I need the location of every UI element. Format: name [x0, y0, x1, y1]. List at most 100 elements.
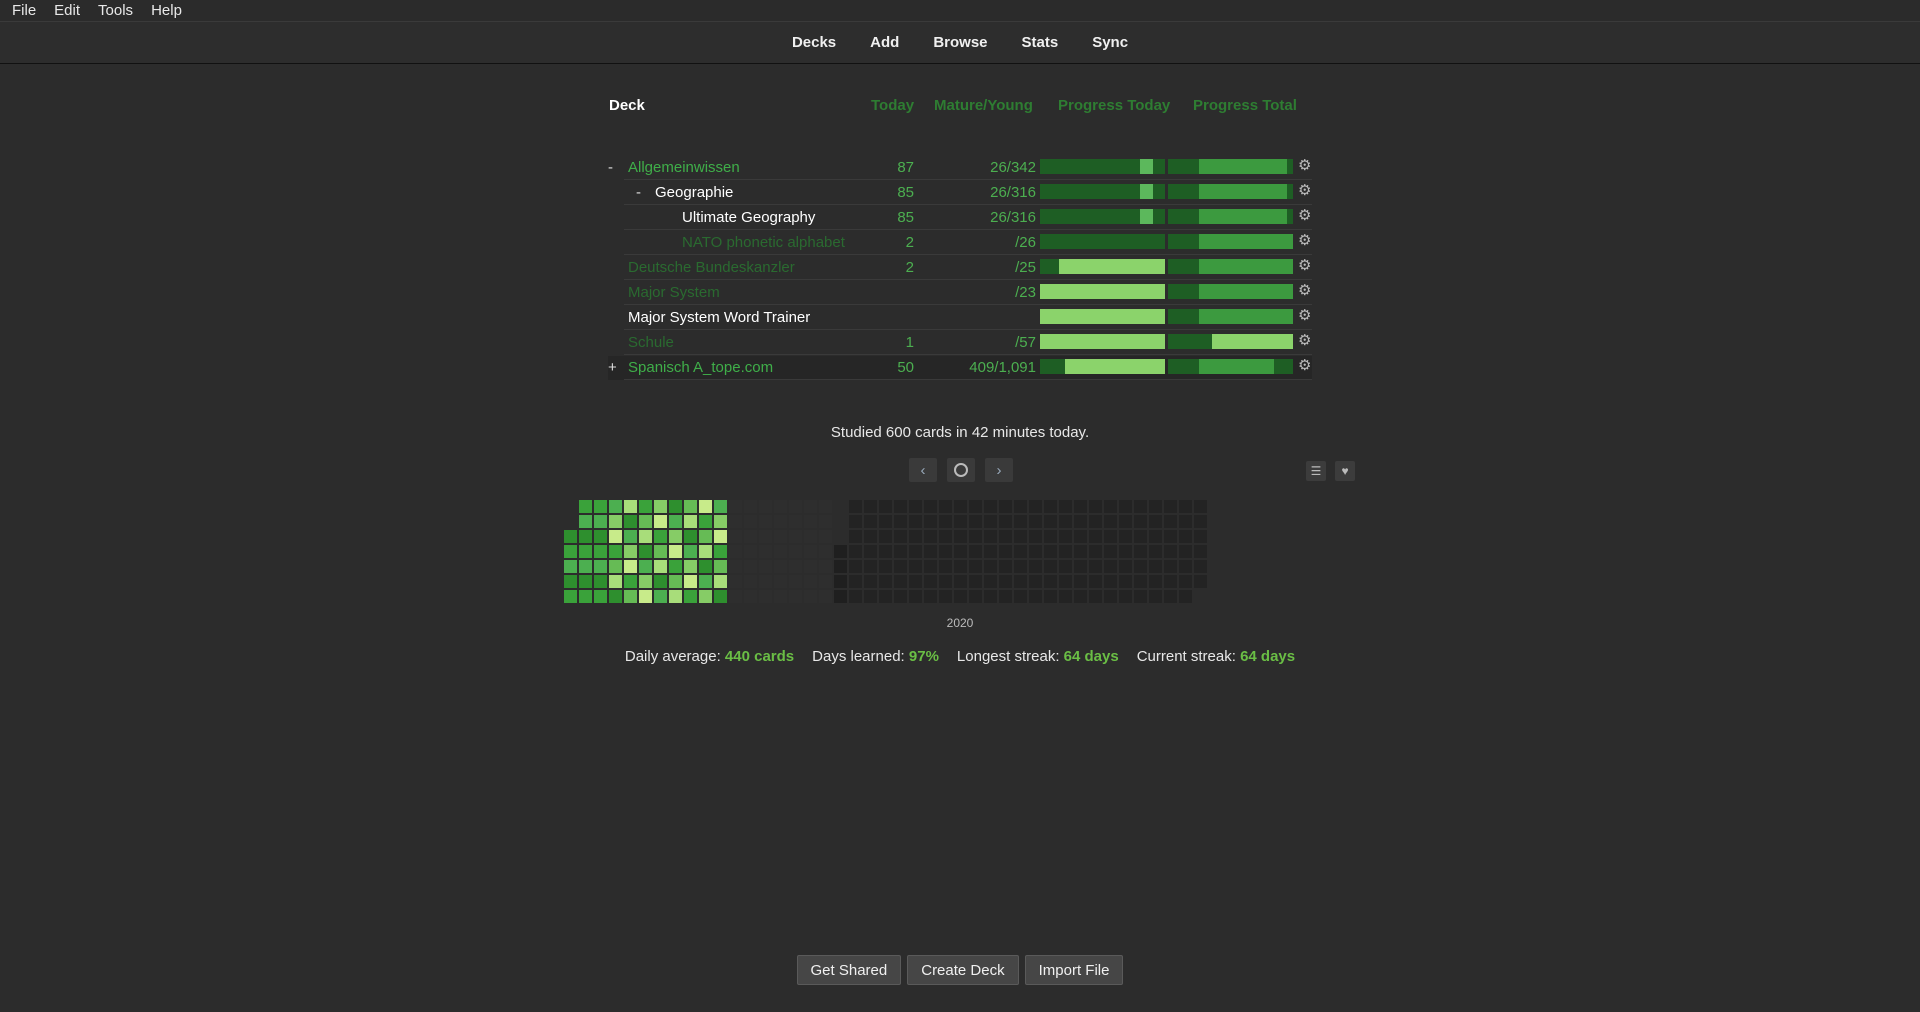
heatmap-cell: [864, 575, 877, 588]
import-file-button[interactable]: Import File: [1024, 955, 1124, 985]
deck-name[interactable]: Ultimate Geography: [682, 209, 816, 226]
heatmap-cell: [624, 560, 637, 573]
heatmap-cell: [1119, 590, 1132, 603]
heatmap-cell: [1089, 590, 1102, 603]
gear-icon[interactable]: ⚙: [1298, 357, 1312, 374]
toolbar-add[interactable]: Add: [870, 34, 900, 51]
deck-expander[interactable]: +: [608, 359, 617, 376]
heatmap-cell: [1014, 560, 1027, 573]
deck-row: Ultimate Geography 85 26/316 ⚙: [608, 206, 1312, 230]
heatmap-cell: [924, 515, 937, 528]
studied-summary: Studied 600 cards in 42 minutes today.: [830, 424, 1090, 441]
gear-icon[interactable]: ⚙: [1298, 182, 1312, 199]
heatmap-cell: [954, 560, 967, 573]
heatmap-cell: [669, 590, 682, 603]
heatmap-cell: [714, 530, 727, 543]
heatmap-cell: [1149, 575, 1162, 588]
toolbar-decks[interactable]: Decks: [791, 34, 837, 51]
heatmap-cell: [744, 545, 757, 558]
deck-expander[interactable]: -: [608, 159, 613, 176]
deck-name[interactable]: Schule: [628, 334, 674, 351]
deck-name[interactable]: Deutsche Bundeskanzler: [628, 259, 795, 276]
heatmap-cell: [774, 575, 787, 588]
heatmap-cell: [714, 500, 727, 513]
progress-total-bar: [1168, 259, 1293, 274]
gear-icon[interactable]: ⚙: [1298, 207, 1312, 224]
deck-row: Deutsche Bundeskanzler 2/25 ⚙: [608, 256, 1312, 280]
toolbar-stats[interactable]: Stats: [1021, 34, 1059, 51]
deck-name[interactable]: Allgemeinwissen: [628, 159, 740, 176]
gear-icon[interactable]: ⚙: [1298, 332, 1312, 349]
create-deck-button[interactable]: Create Deck: [907, 955, 1019, 985]
row-divider: [624, 229, 1312, 230]
gear-icon[interactable]: ⚙: [1298, 232, 1312, 249]
heatmap-cell: [849, 590, 862, 603]
heatmap-today-button[interactable]: [947, 458, 975, 482]
deck-name[interactable]: Major System Word Trainer: [628, 309, 811, 326]
heatmap-cell: [624, 590, 637, 603]
heatmap-cell: [819, 500, 832, 513]
deck-row: NATO phonetic alphabet 2/26 ⚙: [608, 231, 1312, 255]
heatmap-cell: [1044, 500, 1057, 513]
heatmap-cell: [1179, 575, 1192, 588]
heatmap-cell: [609, 545, 622, 558]
row-divider: [624, 279, 1312, 280]
row-divider: [624, 329, 1312, 330]
progress-total-fill: [1199, 184, 1287, 199]
heatmap-cell: [864, 590, 877, 603]
heatmap-cell: [834, 575, 847, 588]
deck-expander[interactable]: -: [636, 184, 641, 201]
progress-total-fill: [1199, 259, 1293, 274]
deck-row: + Spanisch A_tope.com 50 409/1,091 ⚙: [608, 356, 1312, 380]
deck-name[interactable]: Geographie: [655, 184, 734, 201]
heatmap-cell: [999, 515, 1012, 528]
heatmap-options-button[interactable]: ☰: [1306, 461, 1326, 481]
gear-icon[interactable]: ⚙: [1298, 307, 1312, 324]
progress-today-fill: [1058, 259, 1165, 274]
deck-name[interactable]: Spanisch A_tope.com: [628, 359, 774, 376]
heatmap-cell: [669, 560, 682, 573]
heatmap-cell: [1119, 560, 1132, 573]
gear-icon[interactable]: ⚙: [1298, 157, 1312, 174]
heatmap-year-label: 2020: [946, 616, 974, 630]
heatmap-cell: [1014, 500, 1027, 513]
heatmap-cell: [1014, 515, 1027, 528]
heatmap-next-button[interactable]: ›: [985, 458, 1013, 482]
gear-icon[interactable]: ⚙: [1298, 257, 1312, 274]
heatmap-cell: [1059, 575, 1072, 588]
toolbar-sync[interactable]: Sync: [1092, 34, 1129, 51]
progress-total-fill: [1199, 359, 1275, 374]
heatmap-cell: [684, 500, 697, 513]
heatmap-cell: [639, 560, 652, 573]
toolbar-browse[interactable]: Browse: [933, 34, 988, 51]
heatmap-cell: [1119, 515, 1132, 528]
heatmap-prev-button[interactable]: ‹: [909, 458, 937, 482]
menu-tools[interactable]: Tools: [98, 2, 134, 19]
deck-name[interactable]: Major System: [628, 284, 720, 301]
heatmap-cell: [909, 530, 922, 543]
menu-help[interactable]: Help: [151, 2, 182, 19]
heatmap-cell: [1044, 590, 1057, 603]
menu-file[interactable]: File: [12, 2, 37, 19]
heatmap-cell: [1074, 500, 1087, 513]
progress-total-bar: [1168, 234, 1293, 249]
deck-table-header: Deck Today Mature/Young Progress Today P…: [0, 97, 1920, 117]
heatmap-cell: [609, 575, 622, 588]
heatmap-cell: [564, 560, 577, 573]
heatmap-cell: [774, 500, 787, 513]
heatmap-cell: [1029, 545, 1042, 558]
heatmap-cell: [969, 575, 982, 588]
heatmap-donate-button[interactable]: ♥: [1335, 461, 1355, 481]
get-shared-button[interactable]: Get Shared: [796, 955, 902, 985]
heatmap-cell: [939, 530, 952, 543]
heatmap-cell: [939, 575, 952, 588]
heatmap-cell: [1134, 500, 1147, 513]
heatmap-cell: [864, 560, 877, 573]
heatmap-cell: [744, 575, 757, 588]
progress-today-bar: [1040, 184, 1165, 199]
heatmap-cell: [1119, 500, 1132, 513]
deck-name[interactable]: NATO phonetic alphabet: [682, 234, 845, 251]
gear-icon[interactable]: ⚙: [1298, 282, 1312, 299]
progress-today-fill: [1140, 184, 1153, 199]
menu-edit[interactable]: Edit: [54, 2, 81, 19]
